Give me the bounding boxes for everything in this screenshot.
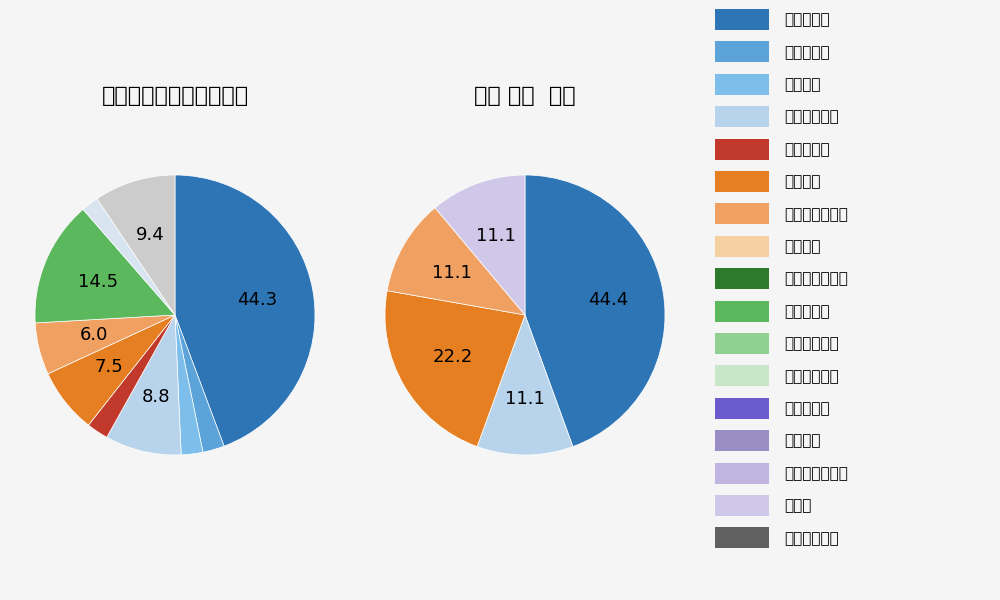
Bar (715, 365, 769, 386)
Bar (715, 171, 769, 192)
Text: 11.1: 11.1 (432, 264, 472, 282)
Text: スライダー: スライダー (784, 304, 830, 319)
Wedge shape (175, 175, 315, 446)
Bar (715, 106, 769, 127)
Wedge shape (88, 315, 175, 437)
Bar (715, 463, 769, 484)
Text: 6.0: 6.0 (79, 326, 108, 344)
Bar (715, 430, 769, 451)
Bar (715, 139, 769, 160)
Wedge shape (107, 315, 181, 455)
Text: 縦スライダー: 縦スライダー (784, 336, 839, 351)
Wedge shape (385, 290, 525, 446)
Wedge shape (175, 315, 224, 452)
Bar (715, 495, 769, 516)
Text: 44.4: 44.4 (588, 292, 628, 310)
Text: スプリット: スプリット (784, 142, 830, 157)
Text: 8.8: 8.8 (141, 388, 170, 406)
Text: カーブ: カーブ (784, 498, 811, 513)
Text: パワーカーブ: パワーカーブ (784, 368, 839, 384)
Text: ナックル: ナックル (784, 433, 820, 449)
Bar (715, 9, 769, 30)
Bar (715, 41, 769, 62)
Wedge shape (35, 315, 175, 374)
Wedge shape (435, 175, 525, 315)
Wedge shape (477, 315, 573, 455)
Title: セ・リーグ全プレイヤー: セ・リーグ全プレイヤー (101, 86, 249, 106)
Text: 11.1: 11.1 (505, 390, 545, 408)
Wedge shape (83, 199, 175, 315)
Wedge shape (387, 208, 525, 315)
Text: 9.4: 9.4 (136, 226, 165, 244)
Text: スローカーブ: スローカーブ (784, 531, 839, 546)
Text: ストレート: ストレート (784, 13, 830, 28)
Text: 44.3: 44.3 (238, 291, 278, 309)
Wedge shape (35, 209, 175, 323)
Text: フォーク: フォーク (784, 174, 820, 190)
Bar (715, 268, 769, 289)
Text: カットボール: カットボール (784, 109, 839, 125)
Wedge shape (525, 175, 665, 446)
Text: 14.5: 14.5 (78, 274, 118, 292)
Bar (715, 398, 769, 419)
Wedge shape (97, 175, 175, 315)
Bar (715, 333, 769, 354)
Text: 22.2: 22.2 (432, 348, 472, 366)
Bar (715, 74, 769, 95)
Bar (715, 236, 769, 257)
Text: 7.5: 7.5 (95, 358, 123, 376)
Text: 高速スライダー: 高速スライダー (784, 271, 848, 286)
Bar (715, 527, 769, 548)
Title: 若林 晃弘  選手: 若林 晃弘 選手 (474, 86, 576, 106)
Text: ツーシーム: ツーシーム (784, 45, 830, 60)
Text: ナックルカーブ: ナックルカーブ (784, 466, 848, 481)
Text: チェンジアップ: チェンジアップ (784, 206, 848, 222)
Text: シンカー: シンカー (784, 239, 820, 254)
Bar (715, 203, 769, 224)
Wedge shape (175, 315, 203, 455)
Text: スクリュー: スクリュー (784, 401, 830, 416)
Text: シュート: シュート (784, 77, 820, 92)
Wedge shape (48, 315, 175, 425)
Text: 11.1: 11.1 (476, 227, 516, 245)
Bar (715, 301, 769, 322)
